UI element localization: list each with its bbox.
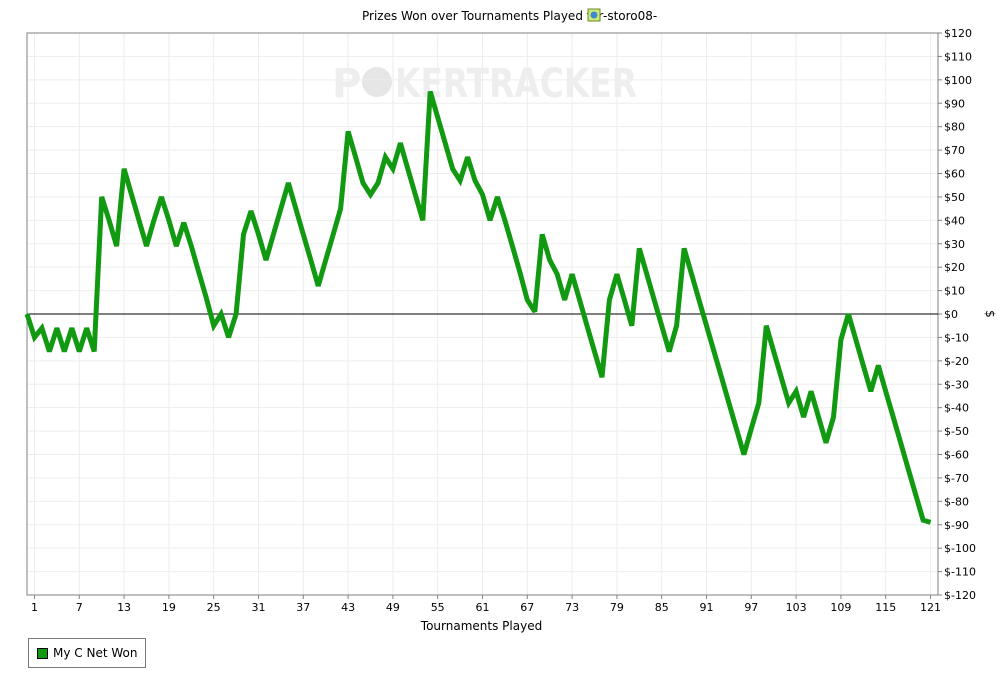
- legend-label: My C Net Won: [53, 646, 137, 660]
- chart-legend: My C Net Won: [28, 638, 146, 668]
- y-tick-label: $-110: [944, 566, 976, 579]
- y-tick-label: $120: [944, 27, 972, 40]
- x-tick-label: 103: [786, 601, 807, 614]
- y-tick-label: $-30: [944, 378, 969, 391]
- series-line: [27, 92, 931, 523]
- x-tick-label: 49: [386, 601, 400, 614]
- y-tick-label: $30: [944, 238, 965, 251]
- y-tick-label: $10: [944, 285, 965, 298]
- y-tick-label: $-100: [944, 542, 976, 555]
- pokertracker-watermark: P KERTRACKER: [332, 61, 637, 107]
- x-tick-label: 121: [920, 601, 941, 614]
- chart-title: Prizes Won over Tournaments Played for: [362, 9, 603, 23]
- y-tick-label: $90: [944, 97, 965, 110]
- x-tick-label: 55: [431, 601, 445, 614]
- chart-title-player: -storo08-: [603, 9, 657, 23]
- x-tick-label: 43: [341, 601, 355, 614]
- watermark-chip: [362, 67, 392, 97]
- y-tick-label: $0: [944, 308, 958, 321]
- x-axis: 1 7 13 19 25 31 37 43 49 55 61 67 73 79 85 91 97 103 109 11…: [31, 595, 941, 614]
- x-tick-label: 31: [251, 601, 265, 614]
- icon-dot: [591, 12, 598, 19]
- y-tick-label: $-50: [944, 425, 969, 438]
- x-tick-label: 13: [117, 601, 131, 614]
- y-axis: $120 $110 $100 $90 $80 $70 $60 $50 $40 $30 $20 $10 $…: [938, 27, 976, 602]
- y-tick-label: $20: [944, 261, 965, 274]
- series-layer: [27, 92, 931, 523]
- y-tick-label: $80: [944, 121, 965, 134]
- x-tick-label: 115: [875, 601, 896, 614]
- y-axis-label: $: [983, 310, 997, 318]
- x-tick-label: 85: [655, 601, 669, 614]
- y-tick-label: $-60: [944, 449, 969, 462]
- watermark-text-left: P: [332, 61, 361, 107]
- x-tick-label: 25: [207, 601, 221, 614]
- y-tick-label: $70: [944, 144, 965, 157]
- x-tick-label: 73: [565, 601, 579, 614]
- y-tick-label: $-70: [944, 472, 969, 485]
- x-tick-label: 79: [610, 601, 624, 614]
- y-tick-label: $-80: [944, 495, 969, 508]
- y-tick-label: $-40: [944, 402, 969, 415]
- y-tick-label: $40: [944, 214, 965, 227]
- x-tick-label: 1: [31, 601, 38, 614]
- y-tick-label: $110: [944, 50, 972, 63]
- x-tick-label: 19: [162, 601, 176, 614]
- player-site-icon: [588, 9, 600, 21]
- x-tick-label: 67: [520, 601, 534, 614]
- x-tick-label: 7: [76, 601, 83, 614]
- x-tick-label: 61: [476, 601, 490, 614]
- x-tick-label: 109: [830, 601, 851, 614]
- legend-swatch: [37, 648, 48, 659]
- x-tick-label: 37: [296, 601, 310, 614]
- y-tick-label: $-10: [944, 331, 969, 344]
- y-tick-label: $60: [944, 168, 965, 181]
- x-axis-label: Tournaments Played: [420, 619, 542, 633]
- x-tick-label: 97: [744, 601, 758, 614]
- x-tick-label: 91: [700, 601, 714, 614]
- y-tick-label: $50: [944, 191, 965, 204]
- y-tick-label: $-120: [944, 589, 976, 602]
- y-tick-label: $-20: [944, 355, 969, 368]
- y-tick-label: $-90: [944, 519, 969, 532]
- y-tick-label: $100: [944, 74, 972, 87]
